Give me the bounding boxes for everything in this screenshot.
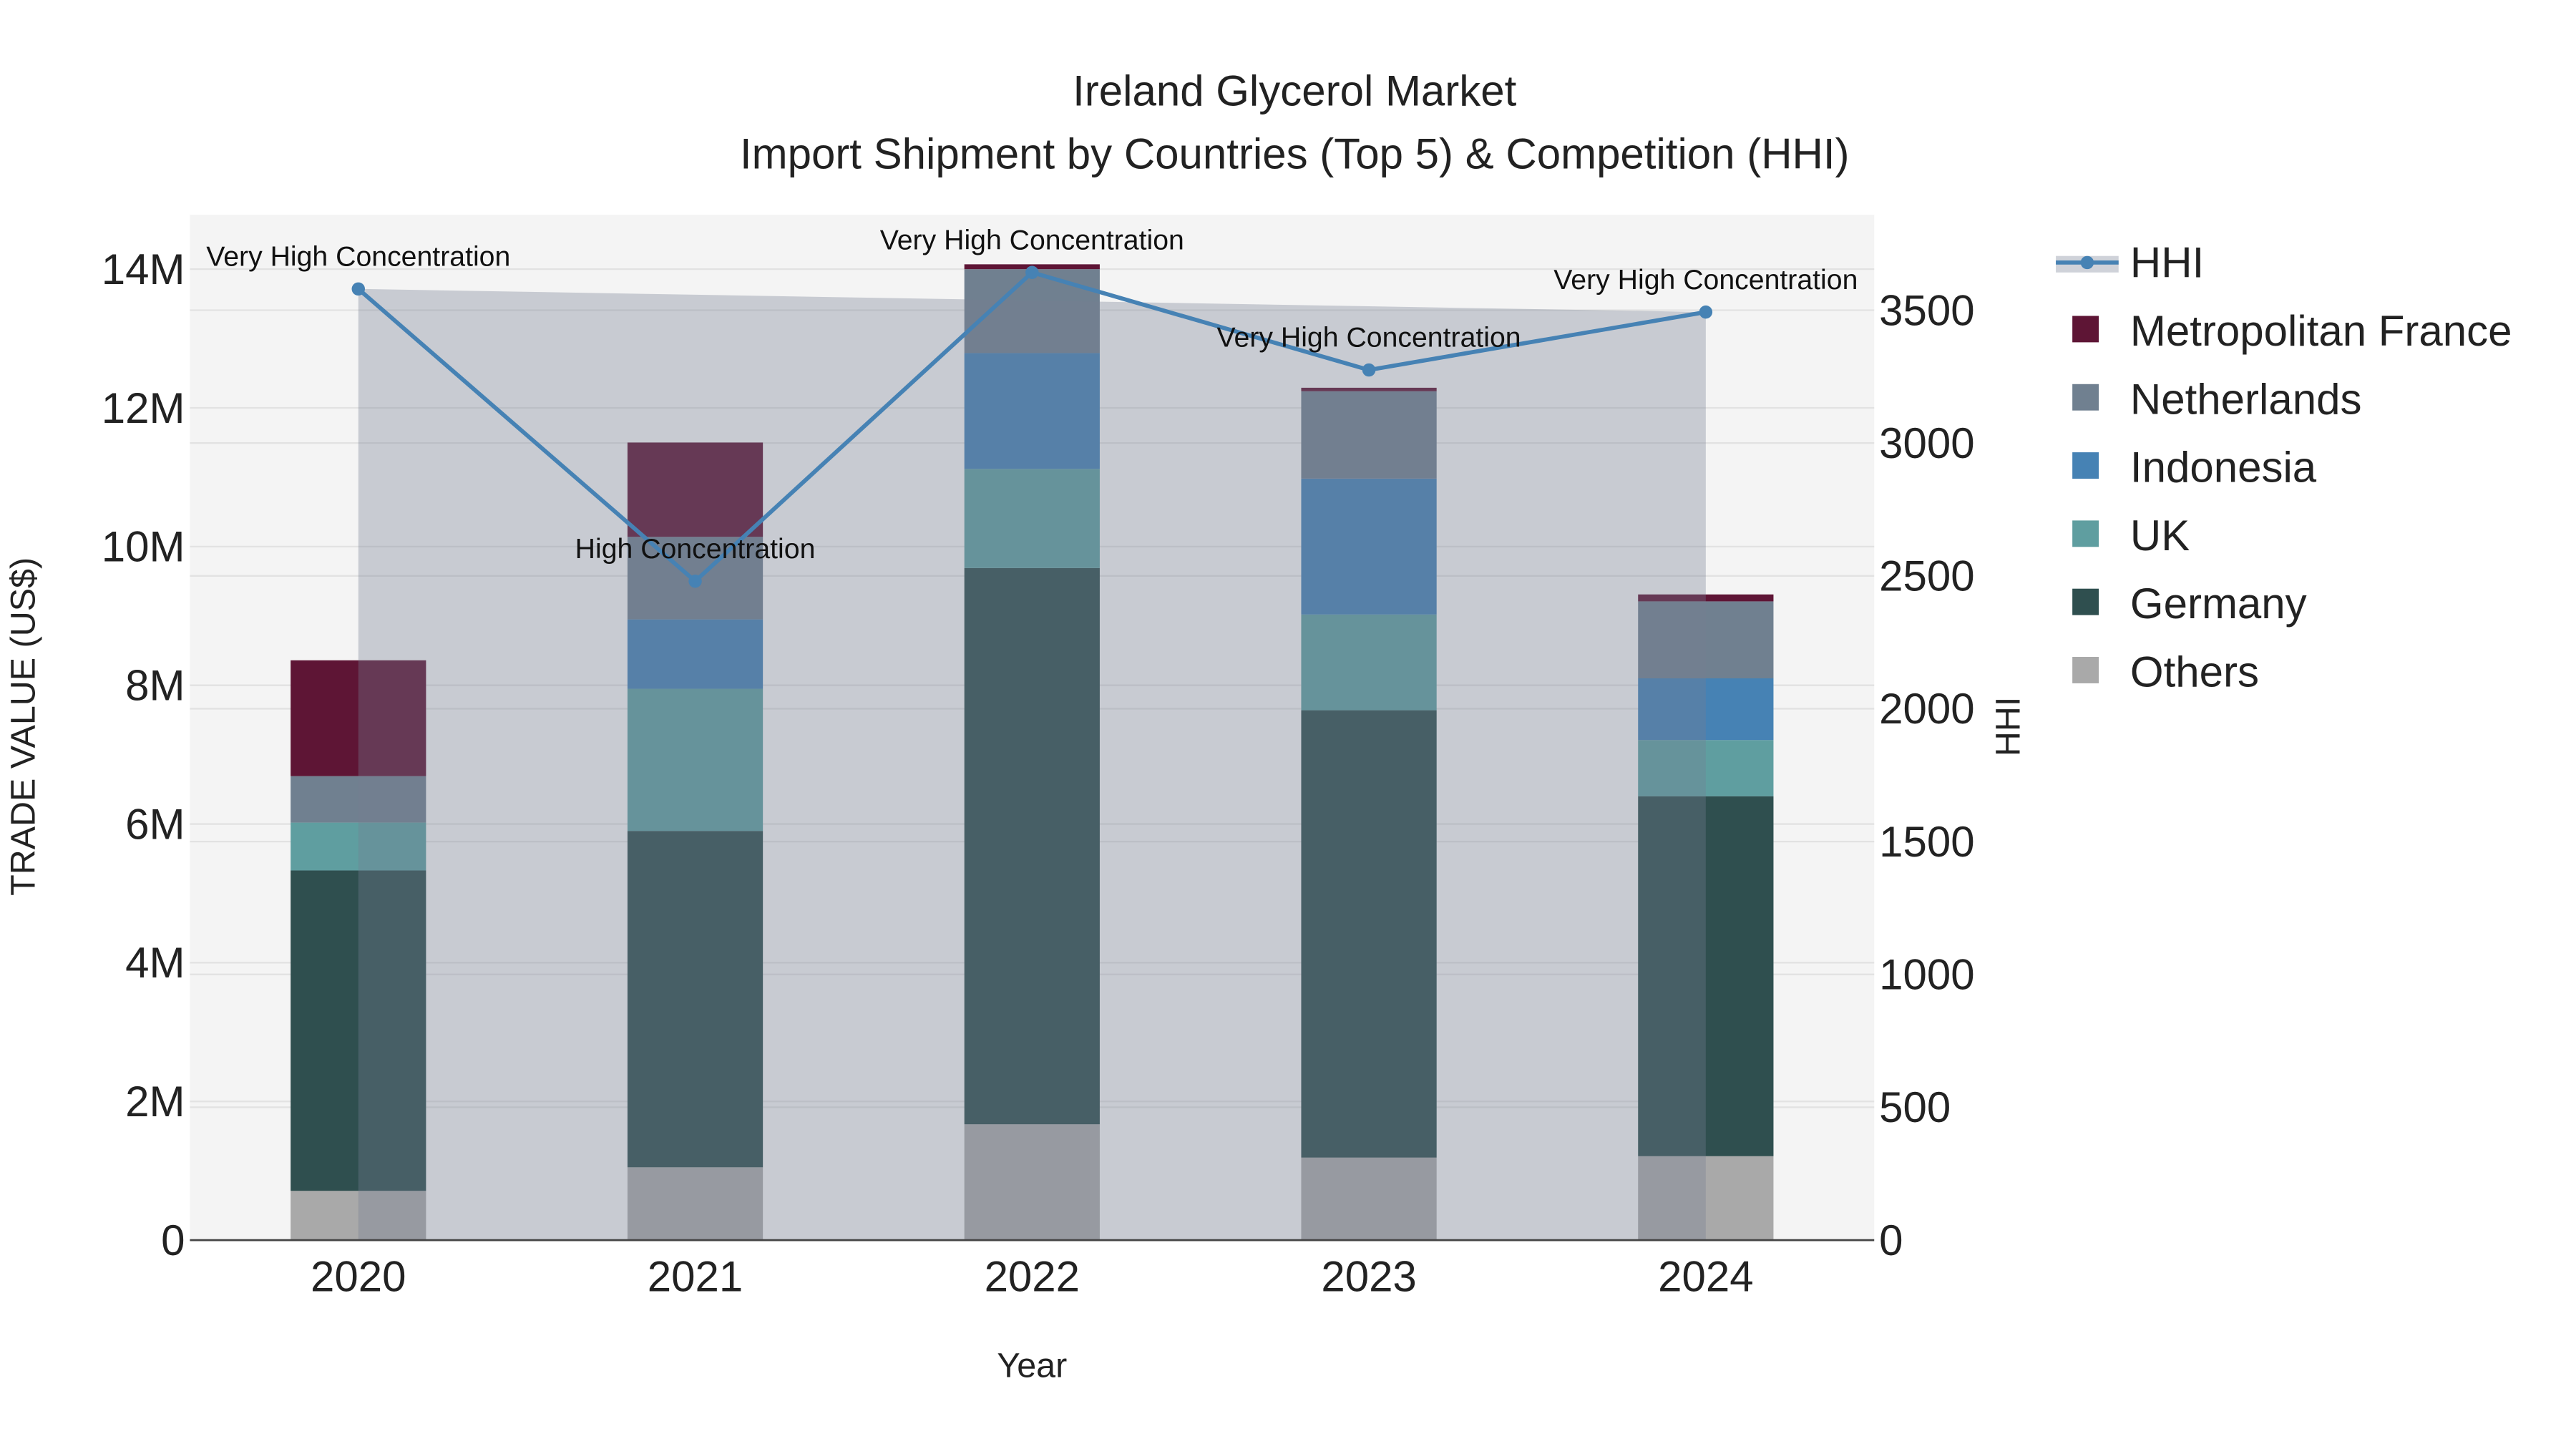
hhi-point: [1699, 305, 1713, 319]
legend: HHI Metropolitan France Netherlands Indones…: [2056, 239, 2512, 696]
y-tick-label: 12M: [102, 384, 185, 432]
ticks: 0 2M 4M 6M 8M 10M 12M 14M 0 500 1000 1500 2000 2500 30…: [102, 245, 1975, 1301]
bar-indonesia: [627, 619, 763, 689]
chart-subtitle: Import Shipment by Countries (Top 5) & C…: [740, 130, 1850, 177]
y-axis-title: TRADE VALUE (US$): [4, 557, 42, 896]
bar-others: [291, 1191, 426, 1241]
y2-tick-label: 2500: [1879, 552, 1974, 600]
bar-uk: [1301, 614, 1437, 711]
bar-others: [1301, 1157, 1437, 1241]
x-tick-label: 2023: [1321, 1253, 1416, 1301]
y-tick-label: 14M: [102, 245, 185, 293]
legend-swatch: [2072, 657, 2099, 683]
y-tick-label: 8M: [125, 661, 185, 709]
legend-swatch: [2072, 452, 2099, 479]
bar-netherlands: [1638, 601, 1774, 678]
annotations: Very High Concentration High Concentratio…: [206, 224, 1858, 564]
legend-label: Others: [2130, 648, 2259, 696]
y2-tick-label: 500: [1879, 1083, 1951, 1131]
bar-netherlands: [1301, 391, 1437, 479]
bar-germany: [291, 870, 426, 1191]
bar-metropolitan-france: [1301, 387, 1437, 391]
x-axis-title: Year: [997, 1347, 1067, 1385]
hhi-annotation: Very High Concentration: [206, 240, 510, 272]
bars: [291, 264, 1774, 1241]
bar-germany: [1301, 710, 1437, 1158]
hhi-point: [1025, 265, 1039, 280]
hhi-point: [1362, 363, 1376, 377]
y-tick-label: 4M: [125, 939, 185, 987]
bar-germany: [1638, 796, 1774, 1156]
chart-title: Ireland Glycerol Market: [1073, 67, 1517, 115]
x-tick-label: 2021: [648, 1253, 743, 1301]
legend-hhi-marker: [2080, 255, 2094, 270]
legend-label: Indonesia: [2130, 444, 2317, 492]
hhi-area: [358, 288, 1706, 1241]
y2-tick-label: 3500: [1879, 286, 1974, 334]
bar-metropolitan-france: [291, 660, 426, 776]
x-tick-label: 2020: [311, 1253, 406, 1301]
bar-indonesia: [964, 353, 1100, 469]
legend-label: Netherlands: [2130, 375, 2362, 423]
hhi-points: [351, 265, 1713, 588]
y-tick-label: 0: [161, 1216, 185, 1264]
y-tick-label: 6M: [125, 800, 185, 848]
legend-swatch: [2072, 520, 2099, 547]
hhi-annotation: Very High Concentration: [1553, 264, 1858, 296]
legend-label: HHI: [2130, 239, 2204, 287]
legend-swatch: [2072, 316, 2099, 343]
hhi-annotation: High Concentration: [575, 533, 816, 565]
bar-others: [1638, 1156, 1774, 1241]
bar-others: [964, 1124, 1100, 1241]
bar-metropolitan-france: [627, 442, 763, 537]
hhi-point: [688, 575, 702, 588]
bar-uk: [627, 688, 763, 831]
y2-tick-label: 3000: [1879, 419, 1974, 467]
bar-others: [627, 1167, 763, 1241]
bar-uk: [964, 469, 1100, 568]
hhi-annotation: Very High Concentration: [880, 224, 1184, 255]
legend-label: Germany: [2130, 580, 2307, 628]
y-tick-label: 10M: [102, 523, 185, 571]
legend-label: UK: [2130, 512, 2190, 560]
bar-uk: [291, 822, 426, 871]
legend-swatch: [2072, 384, 2099, 411]
bar-metropolitan-france: [1638, 594, 1774, 602]
legend-swatch: [2072, 588, 2099, 615]
y2-tick-label: 1500: [1879, 818, 1974, 866]
y-tick-label: 2M: [125, 1078, 185, 1126]
y2-tick-label: 0: [1879, 1216, 1903, 1264]
x-tick-label: 2024: [1658, 1253, 1753, 1301]
hhi-annotation: Very High Concentration: [1217, 322, 1521, 353]
bar-netherlands: [291, 776, 426, 823]
y2-tick-label: 1000: [1879, 951, 1974, 999]
hhi-point: [351, 282, 365, 296]
bar-indonesia: [1301, 478, 1437, 615]
bar-uk: [1638, 740, 1774, 796]
legend-label: Metropolitan France: [2130, 307, 2512, 355]
x-tick-label: 2022: [985, 1253, 1080, 1301]
y2-tick-label: 2000: [1879, 685, 1974, 733]
bar-indonesia: [1638, 678, 1774, 741]
y2-axis-title: HHI: [1989, 697, 2027, 756]
bar-germany: [964, 567, 1100, 1125]
bar-germany: [627, 831, 763, 1168]
